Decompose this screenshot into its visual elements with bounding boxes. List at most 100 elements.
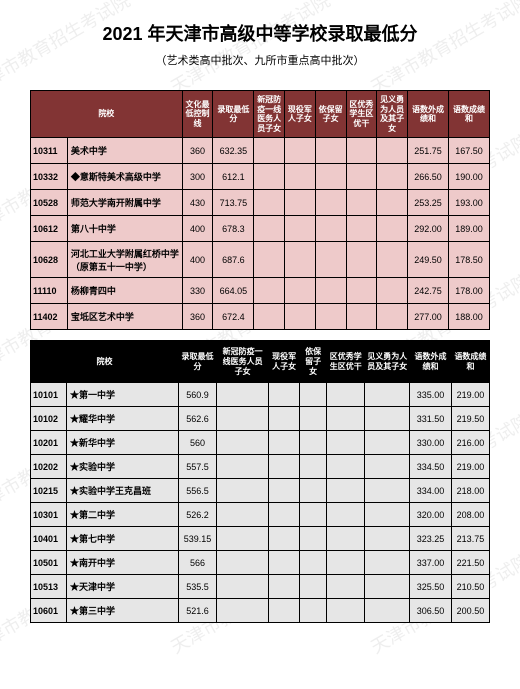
table-cell (327, 455, 365, 479)
table2-header: 录取最低分 (179, 341, 217, 383)
table-cell: 334.00 (410, 479, 452, 503)
table-cell: 10401 (31, 527, 67, 551)
table-cell: ★南开中学 (67, 551, 179, 575)
table1-header: 语数成绩和 (448, 91, 489, 138)
table-cell: ★第二中学 (67, 503, 179, 527)
table-cell (300, 407, 327, 431)
table-cell: 杨柳青四中 (67, 278, 182, 304)
table-cell: 360 (182, 138, 213, 164)
table-cell: 216.00 (451, 431, 489, 455)
table-cell (254, 216, 285, 242)
table-cell (365, 527, 410, 551)
table2-header: 现役军人子女 (269, 341, 300, 383)
table-cell: 430 (182, 190, 213, 216)
table-cell (365, 551, 410, 575)
table-row: 11402宝坻区艺术中学360672.4277.00188.00 (31, 304, 490, 330)
table-cell: ★实验中学王克昌班 (67, 479, 179, 503)
table-row: 10311美术中学360632.35251.75167.50 (31, 138, 490, 164)
table-cell: 188.00 (448, 304, 489, 330)
table-cell (377, 242, 408, 278)
table-cell (269, 599, 300, 623)
table-cell (300, 575, 327, 599)
table-cell: 208.00 (451, 503, 489, 527)
table-cell: 566 (179, 551, 217, 575)
table1-header: 现役军人子女 (285, 91, 316, 138)
table-cell: 193.00 (448, 190, 489, 216)
table-cell (315, 304, 346, 330)
table-cell (315, 242, 346, 278)
table-row: 10301★第二中学526.2320.00208.00 (31, 503, 490, 527)
table-cell: 10311 (31, 138, 68, 164)
table-cell: 266.50 (408, 164, 449, 190)
table-cell (217, 431, 269, 455)
page-title: 2021 年天津市高级中等学校录取最低分 (30, 20, 490, 46)
table-cell: 687.6 (213, 242, 254, 278)
table-row: 10612第八十中学400678.3292.00189.00 (31, 216, 490, 242)
table-cell (327, 527, 365, 551)
table1-header: 见义勇为人员及其子女 (377, 91, 408, 138)
table-cell: 200.50 (451, 599, 489, 623)
table-row: 10332◆意斯特美术高级中学300612.1266.50190.00 (31, 164, 490, 190)
table-cell (217, 551, 269, 575)
table-cell (300, 383, 327, 407)
table-cell: 190.00 (448, 164, 489, 190)
table-cell: 335.00 (410, 383, 452, 407)
table-cell (327, 503, 365, 527)
table-cell: 242.75 (408, 278, 449, 304)
table-cell: 320.00 (410, 503, 452, 527)
table-cell: 526.2 (179, 503, 217, 527)
table-cell: 672.4 (213, 304, 254, 330)
table-cell: 560 (179, 431, 217, 455)
table-cell (217, 407, 269, 431)
table-cell: ★新华中学 (67, 431, 179, 455)
table-cell: 10612 (31, 216, 68, 242)
table-cell (254, 138, 285, 164)
table-cell (217, 527, 269, 551)
table-cell (269, 455, 300, 479)
table-cell (300, 599, 327, 623)
table-cell (315, 216, 346, 242)
page-subtitle: （艺术类高中批次、九所市重点高中批次） (30, 52, 490, 68)
table-cell (365, 383, 410, 407)
table-cell (315, 164, 346, 190)
table-cell: 277.00 (408, 304, 449, 330)
table-cell: 10215 (31, 479, 67, 503)
table-cell (269, 479, 300, 503)
table-cell: 10628 (31, 242, 68, 278)
table-cell (269, 527, 300, 551)
table-cell (254, 190, 285, 216)
table-row: 10101★第一中学560.9335.00219.00 (31, 383, 490, 407)
table-cell: 10528 (31, 190, 68, 216)
table-cell: 557.5 (179, 455, 217, 479)
table2-header: 区优秀学生区优干 (327, 341, 365, 383)
table-cell (346, 164, 377, 190)
table-cell: 219.00 (451, 383, 489, 407)
table-cell: 678.3 (213, 216, 254, 242)
table-cell: ◆意斯特美术高级中学 (67, 164, 182, 190)
table-cell: 10202 (31, 455, 67, 479)
table-cell: 306.50 (410, 599, 452, 623)
table-cell: 632.35 (213, 138, 254, 164)
table-cell (300, 551, 327, 575)
table-cell (327, 407, 365, 431)
table-cell: 美术中学 (67, 138, 182, 164)
table-cell: ★第一中学 (67, 383, 179, 407)
table-row: 10202★实验中学557.5334.50219.00 (31, 455, 490, 479)
table-cell (254, 242, 285, 278)
table-cell: 400 (182, 216, 213, 242)
table-cell: 210.50 (451, 575, 489, 599)
table-cell (365, 599, 410, 623)
table-cell (346, 278, 377, 304)
table-cell (377, 190, 408, 216)
table-row: 11110杨柳青四中330664.05242.75178.00 (31, 278, 490, 304)
table-cell (285, 278, 316, 304)
table-cell: 10102 (31, 407, 67, 431)
table-cell (217, 383, 269, 407)
table-cell: 325.50 (410, 575, 452, 599)
table-cell (217, 503, 269, 527)
table-cell (217, 599, 269, 623)
table1-header: 依保留子女 (315, 91, 346, 138)
table2-header: 新冠防疫一线医务人员子女 (217, 341, 269, 383)
table-cell (377, 138, 408, 164)
table2-header: 见义勇为人员及其子女 (365, 341, 410, 383)
